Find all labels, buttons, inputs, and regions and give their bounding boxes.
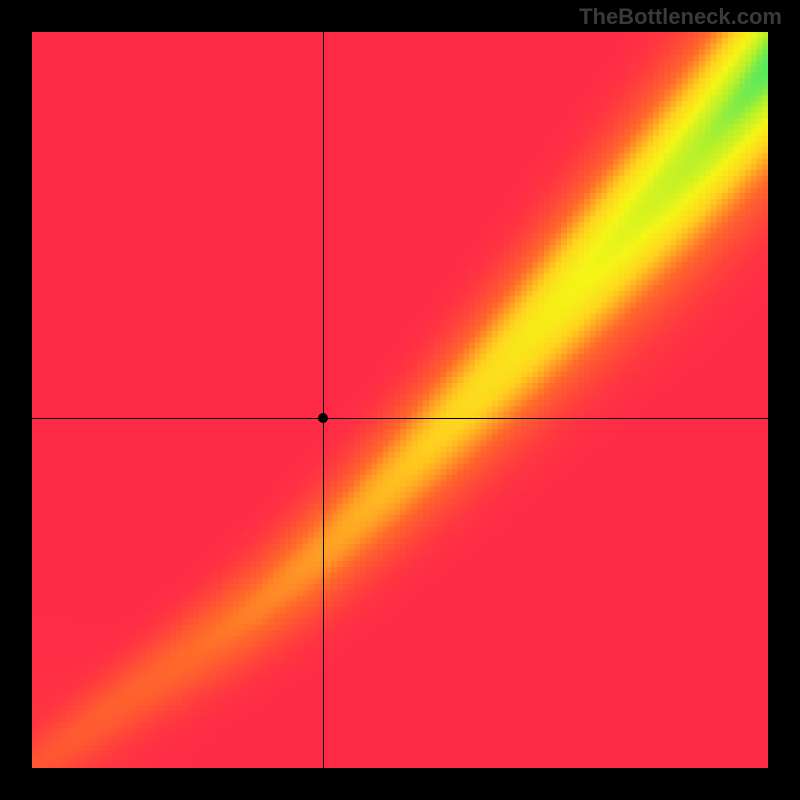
heatmap-plot (32, 32, 768, 768)
crosshair-marker (318, 413, 328, 423)
crosshair-vertical (323, 32, 324, 768)
crosshair-horizontal (32, 418, 768, 419)
watermark-text: TheBottleneck.com (579, 4, 782, 30)
heatmap-canvas (32, 32, 768, 768)
